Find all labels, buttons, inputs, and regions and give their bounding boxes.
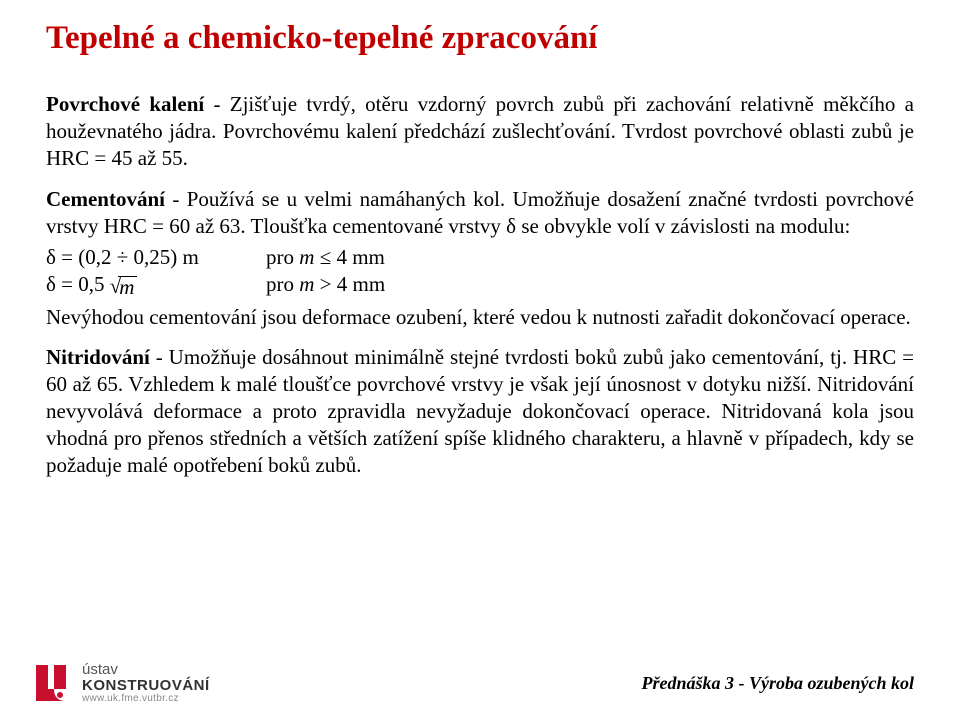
eq2-left-pre: δ = 0,5 <box>46 272 110 296</box>
logo-line2: KONSTRUOVÁNÍ <box>82 678 210 694</box>
p4-bold: Nitridování <box>46 345 150 369</box>
eq2-left-var: m <box>118 276 137 298</box>
equation-1-right: pro m ≤ 4 mm <box>266 245 385 270</box>
equation-1-left: δ = (0,2 ÷ 0,25) m <box>46 245 266 270</box>
p2-text: - Používá se u velmi namáhaných kol. Umo… <box>46 187 914 238</box>
eq1-left-text: δ = (0,2 ÷ 0,25) m <box>46 245 199 269</box>
eq1-right-post: ≤ 4 mm <box>314 245 384 269</box>
equation-2-right: pro m > 4 mm <box>266 272 385 297</box>
eq1-var: m <box>299 245 314 269</box>
paragraph-nitridovani: Nitridování - Umožňuje dosáhnout minimál… <box>46 344 914 478</box>
sqrt-icon: √ m <box>110 276 138 298</box>
p2-bold: Cementování <box>46 187 165 211</box>
paragraph-povrchove-kaleni: Povrchové kalení - Zjišťuje tvrdý, otěru… <box>46 91 914 172</box>
eq2-right-post: > 4 mm <box>314 272 385 296</box>
logo-icon <box>30 661 74 705</box>
logo-line1: ústav <box>82 662 210 678</box>
logo-line3: www.uk.fme.vutbr.cz <box>82 694 210 705</box>
page-title: Tepelné a chemicko-tepelné zpracování <box>46 20 914 57</box>
footer-logo: ústav KONSTRUOVÁNÍ www.uk.fme.vutbr.cz <box>30 661 210 705</box>
equation-1: δ = (0,2 ÷ 0,25) m pro m ≤ 4 mm <box>46 245 914 270</box>
eq2-right-pre: pro <box>266 272 299 296</box>
footer-lecture-label: Přednáška 3 - Výroba ozubených kol <box>641 673 914 694</box>
equation-2: δ = 0,5 √ m pro m > 4 mm <box>46 272 914 297</box>
p4-text: - Umožňuje dosáhnout minimálně stejné tv… <box>46 345 914 477</box>
paragraph-cementovani: Cementování - Používá se u velmi namáhan… <box>46 186 914 240</box>
eq1-right-pre: pro <box>266 245 299 269</box>
paragraph-nevyhodou: Nevýhodou cementování jsou deformace ozu… <box>46 304 914 331</box>
eq2-var: m <box>299 272 314 296</box>
page-footer: ústav KONSTRUOVÁNÍ www.uk.fme.vutbr.cz P… <box>0 661 960 705</box>
p1-bold: Povrchové kalení <box>46 92 204 116</box>
footer-logo-text: ústav KONSTRUOVÁNÍ www.uk.fme.vutbr.cz <box>82 662 210 704</box>
equation-2-left: δ = 0,5 √ m <box>46 272 266 297</box>
